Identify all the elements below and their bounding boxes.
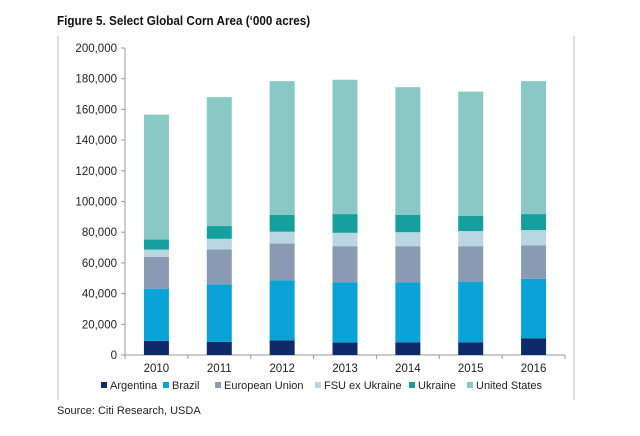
bar-segment-fsu-ex-ukraine bbox=[269, 231, 295, 244]
bar-segment-fsu-ex-ukraine bbox=[332, 232, 358, 247]
y-tick-label: 200,000 bbox=[75, 43, 117, 55]
x-tick-label: 2013 bbox=[332, 363, 358, 375]
bar-segment-united-states bbox=[269, 81, 295, 216]
bar-segment-argentina bbox=[521, 338, 547, 355]
bar-segment-united-states bbox=[143, 114, 169, 240]
bar-segment-european-union bbox=[458, 246, 484, 282]
bar-segment-ukraine bbox=[521, 214, 547, 231]
bar-segment-united-states bbox=[206, 97, 232, 227]
x-tick-label: 2014 bbox=[395, 363, 421, 375]
bar-segment-brazil bbox=[206, 284, 232, 342]
x-tick-label: 2016 bbox=[521, 363, 547, 375]
legend-swatch bbox=[315, 382, 321, 388]
bar-segment-argentina bbox=[143, 340, 169, 355]
chart-source: Source: Citi Research, USDA bbox=[57, 405, 201, 417]
legend-swatch bbox=[409, 382, 415, 388]
bar-segment-fsu-ex-ukraine bbox=[395, 232, 421, 247]
bar-segment-european-union bbox=[143, 256, 169, 289]
bar-segment-argentina bbox=[206, 341, 232, 355]
y-tick-label: 120,000 bbox=[75, 166, 117, 178]
bar-segment-ukraine bbox=[395, 215, 421, 233]
y-tick-label: 20,000 bbox=[82, 319, 117, 331]
x-tick-label: 2011 bbox=[207, 363, 232, 375]
bar-segment-argentina bbox=[458, 342, 484, 355]
bar-segment-united-states bbox=[332, 79, 358, 215]
bar-segment-european-union bbox=[269, 243, 295, 281]
bar-segment-ukraine bbox=[269, 215, 295, 232]
chart-title: Figure 5. Select Global Corn Area (‘000 … bbox=[57, 13, 311, 28]
bar-segment-fsu-ex-ukraine bbox=[521, 230, 547, 246]
x-tick-label: 2015 bbox=[458, 363, 484, 375]
bar-segment-european-union bbox=[332, 246, 358, 283]
bar-segment-brazil bbox=[521, 278, 547, 339]
legend-label: Brazil bbox=[172, 380, 200, 392]
bar-segment-ukraine bbox=[206, 226, 232, 239]
bar-segment-ukraine bbox=[143, 239, 169, 250]
bar-segment-fsu-ex-ukraine bbox=[206, 238, 232, 250]
legend-label: Ukraine bbox=[418, 380, 456, 392]
chart-frame bbox=[57, 36, 575, 400]
bar-segment-ukraine bbox=[332, 214, 358, 233]
x-tick-label: 2012 bbox=[269, 363, 295, 375]
bar-segment-brazil bbox=[332, 282, 358, 343]
legend-swatch bbox=[163, 382, 169, 388]
bar-segment-united-states bbox=[521, 81, 547, 215]
legend-label: FSU ex Ukraine bbox=[324, 380, 402, 392]
bar-segment-united-states bbox=[458, 91, 484, 216]
y-tick-label: 40,000 bbox=[82, 289, 117, 301]
legend-swatch bbox=[215, 382, 221, 388]
legend-label: United States bbox=[476, 380, 543, 392]
y-tick-label: 60,000 bbox=[82, 258, 117, 270]
y-tick-label: 100,000 bbox=[75, 197, 117, 209]
bar-segment-european-union bbox=[206, 249, 232, 285]
bar-segment-argentina bbox=[395, 342, 421, 355]
bar-segment-argentina bbox=[269, 340, 295, 355]
legend-label: European Union bbox=[224, 380, 304, 392]
bar-segment-european-union bbox=[395, 246, 421, 283]
bar-segment-ukraine bbox=[458, 215, 484, 232]
bar-segment-brazil bbox=[395, 282, 421, 343]
y-tick-label: 160,000 bbox=[75, 104, 117, 116]
y-tick-label: 80,000 bbox=[82, 227, 117, 239]
bar-segment-united-states bbox=[395, 87, 421, 216]
bar-segment-argentina bbox=[332, 342, 358, 355]
legend-label: Argentina bbox=[110, 380, 158, 392]
bar-segment-brazil bbox=[458, 281, 484, 343]
y-tick-label: 180,000 bbox=[75, 74, 117, 86]
bar-segment-brazil bbox=[269, 280, 295, 341]
bar-segment-fsu-ex-ukraine bbox=[143, 249, 169, 257]
bar-segment-fsu-ex-ukraine bbox=[458, 231, 484, 247]
y-tick-label: 0 bbox=[111, 350, 117, 362]
x-tick-label: 2010 bbox=[144, 363, 170, 375]
bar-segment-european-union bbox=[521, 245, 547, 279]
legend-swatch bbox=[101, 382, 107, 388]
legend-swatch bbox=[467, 382, 473, 388]
bar-segment-brazil bbox=[143, 288, 169, 341]
y-tick-label: 140,000 bbox=[75, 135, 117, 147]
